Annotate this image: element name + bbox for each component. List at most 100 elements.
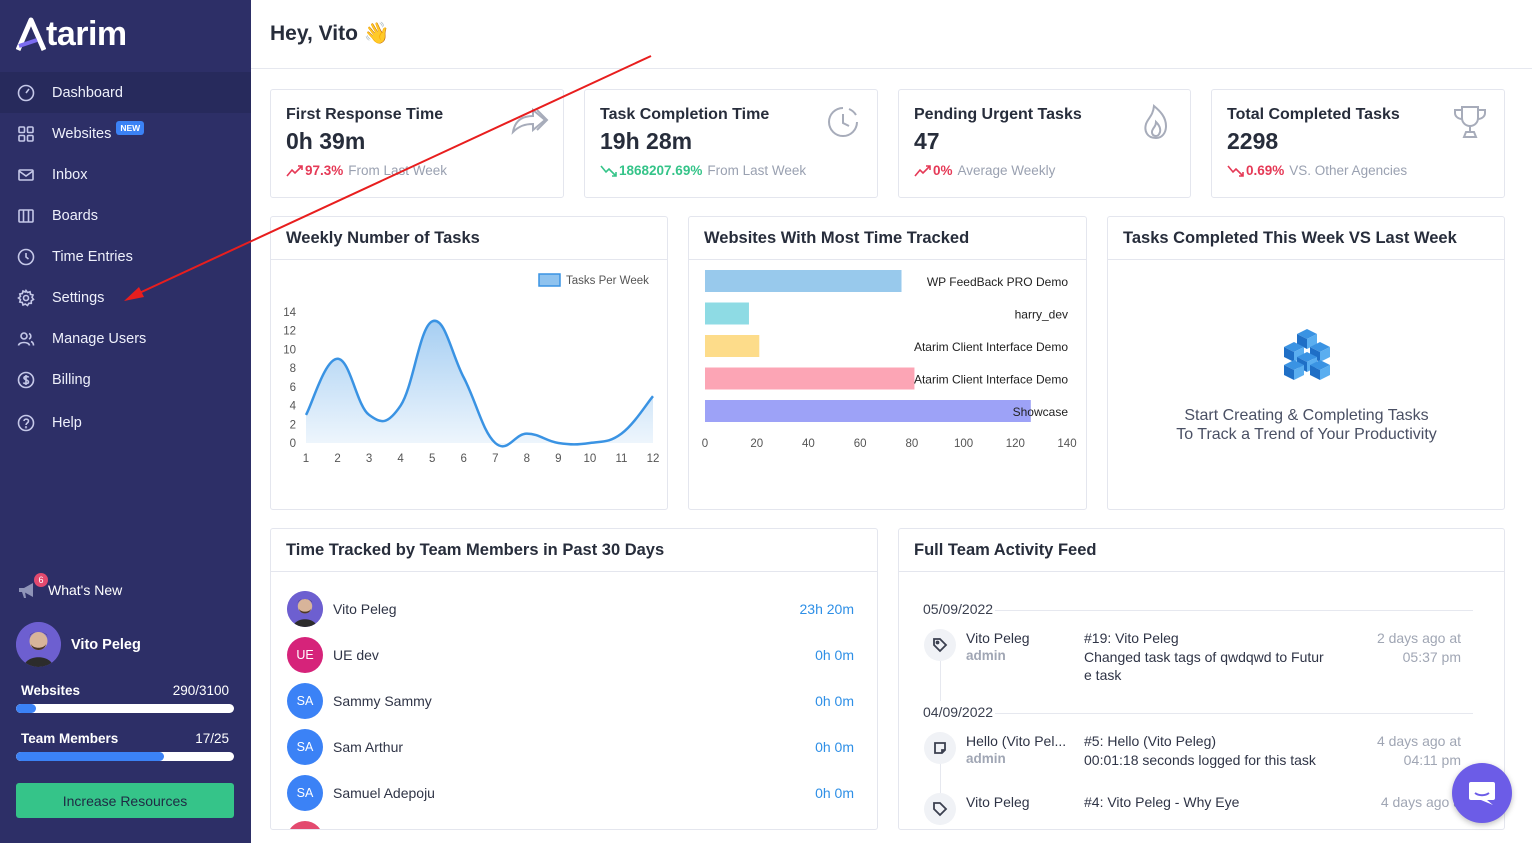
sidebar-item-label: Time Entries bbox=[52, 248, 133, 265]
x-tick-label: 11 bbox=[615, 453, 627, 465]
feed-timeline bbox=[940, 661, 941, 701]
list-item[interactable]: SA Sam Arthur 0h 0m bbox=[287, 729, 854, 765]
feed-user-name: Vito Peleg bbox=[966, 794, 1030, 810]
clock-icon bbox=[823, 102, 863, 142]
notification-count-badge: 6 bbox=[34, 573, 48, 587]
x-tick-label: 5 bbox=[429, 453, 435, 465]
feed-title: #19: Vito Peleg bbox=[1084, 630, 1179, 646]
sidebar-item-time-entries[interactable]: Time Entries bbox=[0, 236, 251, 277]
y-tick-label: 6 bbox=[290, 382, 296, 394]
mail-icon bbox=[16, 165, 36, 185]
sidebar-item-inbox[interactable]: Inbox bbox=[0, 154, 251, 195]
stat-change: 0% Average Weekly bbox=[914, 163, 1055, 178]
speedometer-icon bbox=[16, 83, 36, 103]
x-tick-label: 20 bbox=[750, 438, 763, 450]
cubes-icon bbox=[1283, 329, 1330, 380]
change-suffix: From Last Week bbox=[707, 163, 807, 178]
sidebar-item-websites[interactable]: Websites NEW bbox=[0, 113, 251, 154]
sidebar-item-label: Billing bbox=[52, 371, 91, 388]
area-fill bbox=[306, 320, 653, 447]
bar bbox=[705, 270, 902, 292]
columns-icon bbox=[16, 206, 36, 226]
feed-content: #5: Hello (Vito Peleg) 00:01:18 seconds l… bbox=[1084, 732, 1334, 769]
trophy-icon bbox=[1450, 102, 1490, 142]
feed-user: Vito Peleg bbox=[966, 793, 1076, 811]
y-tick-label: 14 bbox=[283, 307, 296, 319]
usage-value: 290/3100 bbox=[172, 683, 229, 698]
whats-new-link[interactable]: 6 What's New bbox=[16, 573, 122, 602]
y-tick-label: 12 bbox=[283, 326, 296, 338]
stat-card-total-completed: Total Completed Tasks 2298 0.69% VS. Oth… bbox=[1211, 89, 1505, 198]
series-line bbox=[304, 319, 654, 448]
atarim-logo[interactable]: tarim bbox=[15, 12, 127, 56]
x-tick-label: 120 bbox=[1006, 438, 1025, 450]
empty-line-1: Start Creating & Completing Tasks bbox=[1184, 407, 1429, 424]
panel-title: Time Tracked by Team Members in Past 30 … bbox=[271, 529, 877, 572]
bar bbox=[705, 302, 749, 325]
sidebar-item-boards[interactable]: Boards bbox=[0, 195, 251, 236]
megaphone-icon: 6 bbox=[16, 573, 48, 602]
list-item[interactable]: SA Samuel Adepoju 0h 0m bbox=[287, 775, 854, 811]
panel-title: Tasks Completed This Week VS Last Week bbox=[1108, 217, 1504, 260]
page-title: Hey, Vito 👋 bbox=[270, 22, 390, 46]
sidebar-item-settings[interactable]: Settings bbox=[0, 277, 251, 318]
websites-time-panel: Websites With Most Time Tracked WP FeedB… bbox=[688, 216, 1087, 510]
chat-bubble-icon bbox=[1469, 782, 1495, 805]
feed-user: Hello (Vito Pel... admin bbox=[966, 732, 1076, 768]
note-icon bbox=[924, 732, 956, 764]
sidebar-item-dashboard[interactable]: Dashboard bbox=[0, 72, 251, 113]
x-tick-label: 1 bbox=[303, 453, 309, 465]
sidebar-item-manage-users[interactable]: Manage Users bbox=[0, 318, 251, 359]
empty-state-text: Start Creating & Completing Tasks To Tra… bbox=[1108, 406, 1505, 444]
avatar bbox=[16, 622, 61, 667]
stat-change: 97.3% From Last Week bbox=[286, 163, 447, 178]
feed-time: 4 days ago at 04:11 pm bbox=[1343, 732, 1461, 769]
sidebar-item-label: Inbox bbox=[52, 166, 88, 183]
sidebar-item-billing[interactable]: Billing bbox=[0, 359, 251, 400]
stat-title: Total Completed Tasks bbox=[1227, 106, 1400, 123]
feed-user-role: admin bbox=[966, 648, 1006, 663]
bar-label: Atarim Client Interface Demo bbox=[914, 373, 1068, 387]
forward-arrows-icon bbox=[509, 102, 549, 142]
avatar bbox=[287, 821, 323, 829]
wave-emoji: 👋 bbox=[363, 22, 390, 45]
help-icon bbox=[16, 413, 36, 433]
team-time-panel: Time Tracked by Team Members in Past 30 … bbox=[270, 528, 878, 830]
list-item[interactable]: UE UE dev 0h 0m bbox=[287, 637, 854, 673]
logo-mark-icon bbox=[15, 16, 47, 52]
list-item[interactable] bbox=[287, 821, 854, 829]
x-tick-label: 140 bbox=[1057, 438, 1076, 450]
y-tick-label: 10 bbox=[283, 344, 296, 356]
x-tick-label: 80 bbox=[905, 438, 918, 450]
panel-title: Weekly Number of Tasks bbox=[271, 217, 667, 260]
list-item[interactable]: SA Sammy Sammy 0h 0m bbox=[287, 683, 854, 719]
change-percent: 0.69% bbox=[1246, 163, 1285, 178]
tasks-compare-panel: Tasks Completed This Week VS Last Week S… bbox=[1107, 216, 1505, 510]
increase-resources-button[interactable]: Increase Resources bbox=[16, 783, 234, 818]
chat-launcher-button[interactable] bbox=[1452, 763, 1512, 823]
avatar: SA bbox=[287, 683, 323, 719]
user-profile[interactable]: Vito Peleg bbox=[16, 622, 141, 667]
member-name: Sammy Sammy bbox=[333, 693, 432, 709]
sidebar-item-label: Help bbox=[52, 414, 82, 431]
weekly-tasks-panel: Weekly Number of Tasks 0 2 4 6 8 10 12 14 1 2 3 4 5 6… bbox=[270, 216, 668, 510]
stat-change: 1868207.69% From Last Week bbox=[600, 163, 806, 178]
team-progress-bar bbox=[16, 752, 234, 761]
x-tick-label: 0 bbox=[702, 438, 708, 450]
websites-progress-bar bbox=[16, 704, 234, 713]
gear-icon bbox=[16, 288, 36, 308]
change-percent: 97.3% bbox=[305, 163, 344, 178]
tag-icon bbox=[924, 629, 956, 661]
trend-down-icon bbox=[1227, 164, 1244, 177]
member-time: 0h 0m bbox=[815, 785, 854, 801]
feed-time-line2: 04:11 pm bbox=[1403, 751, 1461, 768]
sidebar-item-label: Manage Users bbox=[52, 330, 147, 347]
bar-label: Showcase bbox=[1013, 405, 1069, 419]
y-tick-label: 4 bbox=[290, 401, 297, 413]
stat-value: 2298 bbox=[1227, 128, 1279, 154]
list-item[interactable]: Vito Peleg 23h 20m bbox=[287, 591, 854, 627]
progress-fill bbox=[16, 704, 37, 713]
sidebar-item-help[interactable]: Help bbox=[0, 402, 251, 443]
feed-time-line1: 4 days ago a bbox=[1380, 794, 1461, 810]
